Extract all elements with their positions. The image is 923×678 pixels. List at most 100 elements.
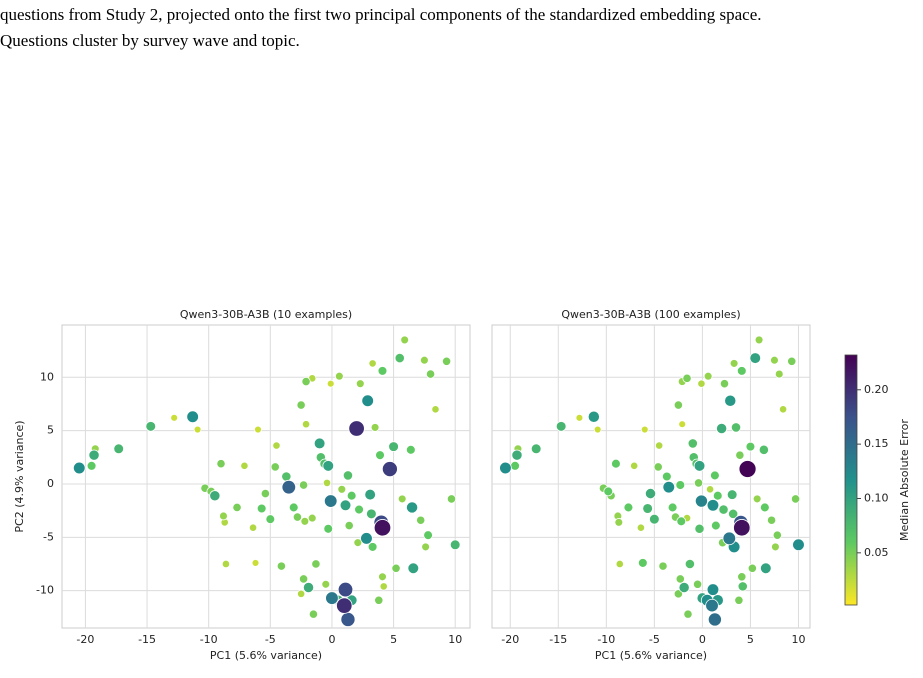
point (145, 421, 157, 432)
point (658, 561, 668, 571)
point (673, 589, 683, 599)
point (323, 523, 334, 534)
point (722, 531, 737, 546)
x-tick-label: -20 (76, 633, 94, 646)
y-tick-label: 0 (47, 477, 54, 490)
point (353, 538, 363, 548)
point (662, 471, 672, 482)
point (367, 542, 378, 552)
point (370, 423, 380, 432)
point (381, 461, 398, 477)
point (530, 443, 542, 455)
point (193, 425, 202, 434)
point (325, 591, 339, 605)
x-tick-label: -15 (549, 633, 567, 646)
point (374, 595, 384, 605)
point (240, 461, 249, 470)
point (644, 488, 657, 500)
y-tick-label: 10 (40, 370, 54, 383)
point (375, 450, 385, 461)
point (718, 504, 729, 515)
point (296, 400, 306, 410)
colorbar-label: Median Absolute Error (898, 419, 911, 541)
point (405, 444, 416, 455)
y-tick-label: -10 (36, 584, 54, 597)
point (662, 480, 676, 494)
x-tick-label: -10 (200, 633, 218, 646)
point (302, 581, 315, 594)
point (276, 561, 287, 571)
point (113, 443, 125, 455)
point (322, 460, 335, 472)
point (248, 523, 258, 532)
point (510, 460, 520, 471)
point (703, 371, 713, 381)
point (730, 422, 742, 433)
point (391, 563, 401, 573)
point (346, 490, 357, 501)
point (407, 562, 420, 575)
point (256, 503, 267, 514)
y-tick-label: 5 (47, 424, 54, 437)
point (88, 449, 100, 461)
point (406, 501, 419, 514)
point (86, 460, 97, 471)
point (694, 494, 708, 508)
point (323, 494, 338, 508)
point (737, 572, 747, 582)
point (697, 379, 706, 388)
point (745, 441, 756, 452)
point (336, 597, 353, 614)
point (308, 609, 319, 619)
point (360, 532, 373, 545)
point (254, 425, 262, 434)
point (778, 405, 788, 414)
point (735, 450, 745, 460)
point (747, 563, 757, 573)
point (420, 355, 429, 365)
point (339, 499, 352, 512)
point (667, 502, 678, 513)
point (378, 572, 387, 582)
point (270, 462, 280, 472)
x-tick-label: 5 (390, 633, 397, 646)
x-tick-label: 0 (699, 633, 706, 646)
point (361, 394, 374, 408)
point (298, 574, 309, 584)
point (760, 502, 770, 513)
point (416, 515, 426, 525)
point (752, 494, 762, 504)
point (726, 489, 738, 500)
point (630, 461, 639, 470)
point (281, 479, 297, 495)
point (682, 373, 692, 383)
point (326, 379, 335, 388)
point (655, 441, 664, 450)
point (292, 512, 303, 522)
point (425, 369, 436, 379)
chart-title: Qwen3-30B-A3B (10 examples) (180, 308, 352, 321)
point (587, 410, 600, 423)
point (737, 581, 748, 592)
point (724, 394, 737, 407)
point (640, 425, 649, 434)
x-axis-label: PC1 (5.6% variance) (210, 649, 322, 662)
point (774, 369, 784, 379)
colorbar-tick-label: 0.05 (864, 546, 889, 559)
point (340, 611, 356, 627)
point (397, 494, 407, 504)
x-tick-label: 0 (328, 633, 335, 646)
point (693, 478, 704, 488)
point (760, 562, 772, 575)
point (675, 574, 685, 584)
y-axis-label: PC2 (4.9% variance) (13, 420, 26, 532)
point (790, 494, 801, 504)
point (281, 471, 292, 482)
point (673, 400, 683, 410)
point (719, 379, 730, 389)
point (373, 519, 392, 537)
chart-title: Qwen3-30B-A3B (100 examples) (561, 308, 740, 321)
point (707, 612, 722, 627)
colorbar-tick-label: 0.15 (864, 437, 889, 450)
x-tick-label: -5 (265, 633, 276, 646)
